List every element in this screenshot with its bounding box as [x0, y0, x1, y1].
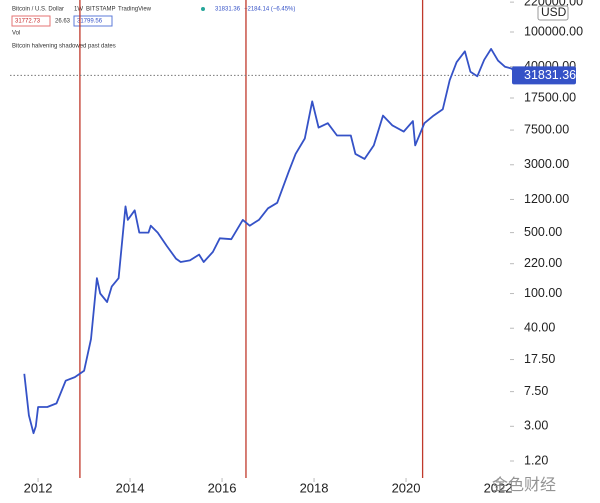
- y-tick-label: 1.20: [524, 453, 548, 467]
- quote: 31831.36: [215, 7, 241, 13]
- y-tick-label: 3000.00: [524, 157, 569, 171]
- y-tick-label: 3.00: [524, 419, 548, 433]
- y-tick-label: 7.50: [524, 384, 548, 398]
- x-tick-label: 2014: [116, 480, 145, 495]
- source: TradingView: [118, 7, 152, 13]
- y-tick-label: 220000.00: [524, 0, 583, 8]
- volume: Vol: [12, 31, 20, 37]
- note: Bitcoin halvening shadowed past dates: [12, 44, 116, 50]
- last-price-label: 31831.36: [524, 68, 576, 82]
- ask-box: [73, 15, 113, 27]
- price-line: [23, 48, 518, 435]
- y-tick-label: 500.00: [524, 225, 562, 239]
- y-tick-label: 40.00: [524, 321, 555, 335]
- bid: 31772.73: [15, 19, 41, 25]
- status-dot: [201, 7, 205, 11]
- spread: 26.63: [55, 19, 71, 25]
- x-tick-label: 2016: [208, 480, 237, 495]
- y-tick-label: 17.50: [524, 352, 555, 366]
- y-tick-label: 7500.00: [524, 122, 569, 136]
- currency-box: [537, 5, 569, 21]
- x-tick-label: 2018: [300, 480, 329, 495]
- bid-box: [11, 15, 51, 27]
- change: −2184.14 (−6.45%): [244, 7, 295, 13]
- y-tick-label: 100000.00: [524, 24, 583, 38]
- symbol: Bitcoin / U.S. Dollar: [12, 7, 64, 13]
- x-tick-label: 2020: [392, 480, 421, 495]
- interval: 1W: [74, 7, 83, 13]
- exchange: BITSTAMP: [86, 7, 116, 13]
- y-tick-label: 100.00: [524, 286, 562, 300]
- x-tick-label: 2022: [484, 480, 513, 495]
- ask: 31799.56: [77, 19, 103, 25]
- y-tick-label: 1200.00: [524, 192, 569, 206]
- currency: USD: [541, 5, 567, 19]
- y-tick-label: 220.00: [524, 256, 562, 270]
- x-tick-label: 2012: [24, 480, 53, 495]
- y-tick-label: 17500.00: [524, 90, 576, 104]
- watermark: 金色财经: [492, 476, 556, 494]
- last-price-box: [512, 66, 576, 85]
